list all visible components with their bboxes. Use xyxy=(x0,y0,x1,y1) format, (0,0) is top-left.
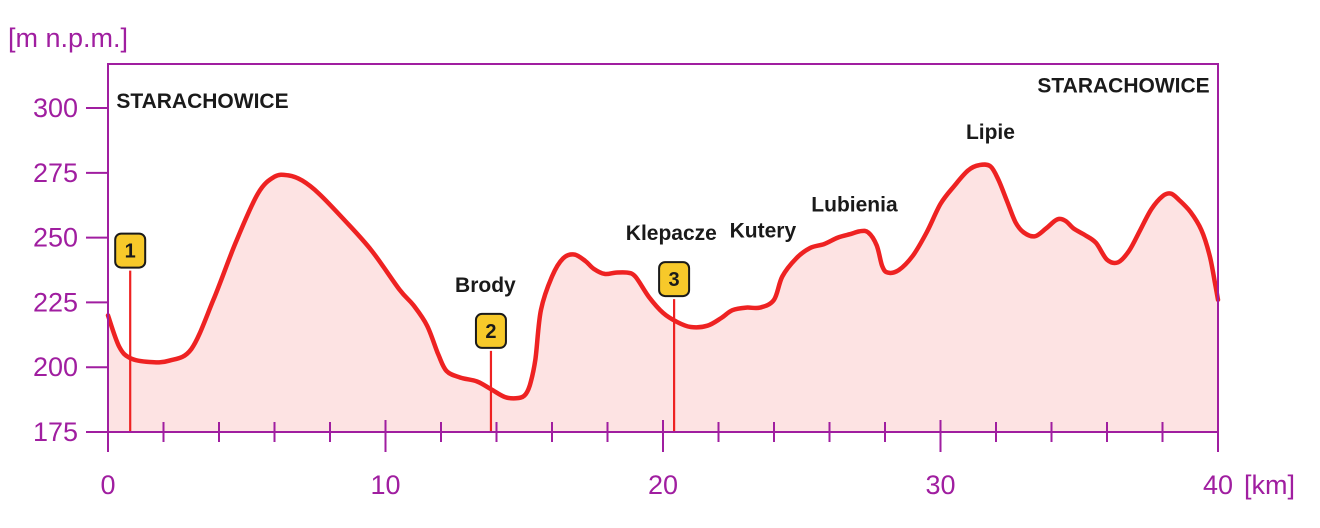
marker-number-1: 1 xyxy=(125,241,136,263)
x-tick-label-10: 10 xyxy=(370,470,400,500)
marker-badge-1 xyxy=(114,232,147,269)
x-tick-label-0: 0 xyxy=(100,470,115,500)
elevation-line-layer xyxy=(105,162,1221,401)
elevation-line xyxy=(105,162,1221,401)
x-tick-label-20: 20 xyxy=(648,470,678,500)
y-tick-label-175: 175 xyxy=(33,417,78,447)
y-tick-label-225: 225 xyxy=(33,287,78,317)
axis-ticks-layer: 175 200 225 250 275 300 0 10 20 30 40 xyxy=(33,93,1233,500)
markers-layer: 1 2 3 xyxy=(114,232,691,349)
y-tick-label-200: 200 xyxy=(33,352,78,382)
y-tick-label-300: 300 xyxy=(33,93,78,123)
place-label-2: Klepacze xyxy=(626,222,717,245)
elevation-area-layer xyxy=(108,164,1218,432)
y-axis-label: [m n.p.m.] xyxy=(8,23,128,53)
place-label-6: STARACHOWICE xyxy=(1037,75,1209,98)
place-label-0: STARACHOWICE xyxy=(116,90,288,113)
y-tick-label-250: 250 xyxy=(33,223,78,253)
elevation-area xyxy=(108,164,1218,432)
marker-badge-2 xyxy=(474,312,507,349)
x-tick-label-30: 30 xyxy=(925,470,955,500)
x-axis-label: [km] xyxy=(1244,470,1295,500)
marker-number-2: 2 xyxy=(485,321,496,343)
marker-badge-3 xyxy=(658,261,691,298)
y-tick-label-275: 275 xyxy=(33,158,78,188)
place-label-3: Kutery xyxy=(730,220,797,243)
place-label-1: Brody xyxy=(455,274,516,297)
labels-layer: STARACHOWICE Brody Klepacze Kutery Lubienia L… xyxy=(116,75,1209,298)
place-label-4: Lubienia xyxy=(811,194,898,217)
place-label-5: Lipie xyxy=(966,121,1015,144)
marker-number-3: 3 xyxy=(669,269,680,291)
x-tick-label-40: 40 xyxy=(1203,470,1233,500)
